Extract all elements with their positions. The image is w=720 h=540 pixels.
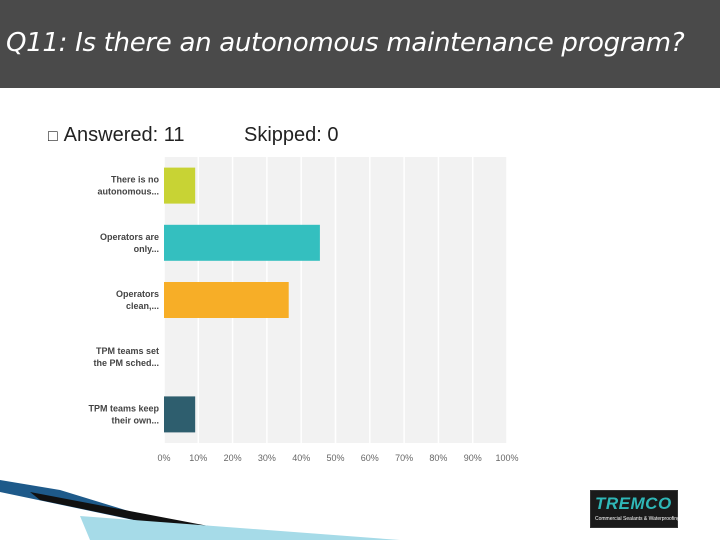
category-label: Operators: [116, 289, 159, 299]
category-label: the PM sched...: [93, 358, 159, 368]
tremco-logo: TREMCO Commercial Sealants & Waterproofi…: [590, 490, 680, 528]
x-tick-label: 10%: [189, 453, 207, 463]
bar: [164, 396, 196, 433]
x-tick-label: 80%: [429, 453, 447, 463]
category-label: TPM teams keep: [88, 403, 159, 413]
response-stats: □ Answered: 11 Skipped: 0: [48, 124, 339, 148]
category-label: their own...: [111, 415, 159, 425]
x-tick-label: 70%: [395, 453, 413, 463]
category-label: clean,...: [126, 301, 159, 311]
bar: [164, 167, 196, 204]
skipped-count: Skipped: 0: [244, 124, 339, 146]
x-tick-label: 0%: [157, 453, 170, 463]
category-label: Operators are: [100, 232, 159, 242]
x-tick-label: 30%: [258, 453, 276, 463]
bottom-swoosh-decoration: [0, 480, 400, 540]
checkbox-bullet-icon: □: [48, 128, 58, 145]
bar: [164, 282, 289, 318]
x-tick-label: 40%: [292, 453, 310, 463]
x-tick-label: 60%: [361, 453, 379, 463]
bar: [164, 224, 320, 261]
bar-chart: 0% 10% 20% 30% 40% 50% 60% 70% 80% 90% 100% There i…: [88, 157, 519, 463]
logo-wordmark: TREMCO: [595, 494, 672, 513]
title-bar: Q11: Is there an autonomous maintenance …: [0, 0, 720, 88]
category-label: TPM teams set: [96, 346, 159, 356]
x-tick-label: 20%: [224, 453, 242, 463]
logo-tagline: Commercial Sealants & Waterproofing: [595, 516, 680, 522]
x-tick-label: 50%: [326, 453, 344, 463]
category-label: autonomous...: [98, 187, 160, 197]
slide-title: Q11: Is there an autonomous maintenance …: [6, 28, 685, 58]
answered-count: Answered: 11: [63, 124, 185, 146]
category-label: There is no: [111, 175, 160, 185]
x-tick-label: 90%: [464, 453, 482, 463]
category-label: only...: [134, 244, 159, 254]
x-tick-label: 100%: [495, 453, 518, 463]
